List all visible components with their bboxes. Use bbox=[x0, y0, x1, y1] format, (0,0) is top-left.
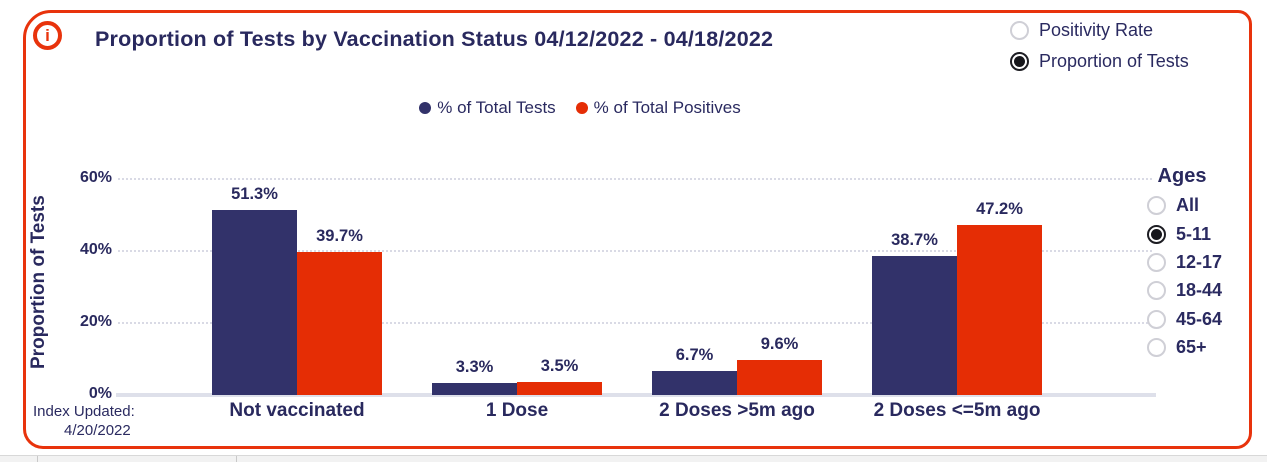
category-label-1-dose: 1 Dose bbox=[485, 400, 549, 421]
radio-icon-65[interactable] bbox=[1147, 338, 1166, 357]
radio-icon-5-11[interactable] bbox=[1147, 225, 1166, 244]
radio-icon-proportion-of-tests[interactable] bbox=[1010, 52, 1029, 71]
y-tick-0: 0% bbox=[88, 385, 112, 402]
ages-title: Ages bbox=[1157, 165, 1207, 187]
gridline-60 bbox=[118, 178, 1152, 180]
age-option-5-11[interactable]: 5-11 bbox=[1147, 224, 1211, 245]
age-option-18-44[interactable]: 18-44 bbox=[1147, 280, 1222, 301]
gridline-20 bbox=[118, 322, 1152, 324]
bar-value-label: 6.7% bbox=[675, 345, 714, 364]
bar-value-label: 38.7% bbox=[891, 230, 938, 249]
y-tick-20: 20% bbox=[79, 313, 112, 330]
bar-value-label: 3.5% bbox=[540, 357, 579, 376]
radio-icon-45-64[interactable] bbox=[1147, 310, 1166, 329]
bottom-strip bbox=[0, 455, 1267, 462]
view-option-positivity-rate[interactable]: Positivity Rate bbox=[1010, 20, 1153, 41]
bar-of-total-tests-2-doses-5m-ago[interactable] bbox=[652, 370, 737, 395]
chart-legend: % of Total Tests % of Total Positives bbox=[0, 98, 1160, 118]
bar-of-total-positives-2-doses-5m-ago[interactable] bbox=[737, 360, 822, 395]
bar-value-label: 47.2% bbox=[976, 200, 1023, 219]
category-label-2-doses-5m-ago: 2 Doses >5m ago bbox=[659, 400, 815, 421]
age-option-label[interactable]: 45-64 bbox=[1176, 309, 1223, 329]
age-option-45-64[interactable]: 45-64 bbox=[1147, 309, 1222, 330]
age-option-label[interactable]: 18-44 bbox=[1176, 280, 1223, 300]
chart-card bbox=[23, 10, 1252, 449]
radio-icon-all[interactable] bbox=[1147, 196, 1166, 215]
age-option-65[interactable]: 65+ bbox=[1147, 337, 1207, 358]
bar-of-total-positives-2-doses-5m-ago[interactable] bbox=[957, 225, 1042, 395]
bar-of-total-positives-1-dose[interactable] bbox=[517, 382, 602, 395]
bar-of-total-tests-1-dose[interactable] bbox=[432, 383, 517, 395]
view-option-proportion-of-tests[interactable]: Proportion of Tests bbox=[1010, 51, 1189, 72]
legend-item-label: % of Total Positives bbox=[593, 98, 741, 117]
gridline-40 bbox=[118, 250, 1152, 252]
category-label-2-doses-5m-ago: 2 Doses <=5m ago bbox=[873, 400, 1041, 421]
bar-value-label: 3.3% bbox=[455, 358, 494, 377]
bar-of-total-tests-2-doses-5m-ago[interactable] bbox=[872, 255, 957, 395]
strip-divider bbox=[236, 456, 237, 462]
bar-value-label: 39.7% bbox=[316, 227, 363, 246]
age-option-label[interactable]: 5-11 bbox=[1176, 224, 1212, 244]
index-updated-label: Index Updated: bbox=[33, 403, 135, 420]
legend-item-of-total-tests: % of Total Tests bbox=[419, 98, 556, 118]
view-option-label[interactable]: Proportion of Tests bbox=[1039, 51, 1189, 71]
y-axis-title: Proportion of Tests bbox=[28, 195, 49, 369]
y-tick-60: 60% bbox=[79, 169, 112, 186]
index-updated-date: 4/20/2022 bbox=[64, 422, 131, 439]
age-option-12-17[interactable]: 12-17 bbox=[1147, 252, 1222, 273]
chart-title: Proportion of Tests by Vaccination Statu… bbox=[95, 27, 774, 51]
legend-item-label: % of Total Tests bbox=[437, 98, 556, 117]
view-option-label[interactable]: Positivity Rate bbox=[1039, 20, 1154, 40]
x-axis-line bbox=[116, 393, 1156, 397]
legend-dot-icon bbox=[419, 102, 432, 114]
category-label-not-vaccinated: Not vaccinated bbox=[229, 400, 365, 421]
age-option-label[interactable]: 65+ bbox=[1176, 337, 1207, 357]
info-icon[interactable]: i bbox=[33, 21, 62, 50]
radio-icon-12-17[interactable] bbox=[1147, 253, 1166, 272]
bar-of-total-positives-not-vaccinated[interactable] bbox=[297, 252, 382, 395]
radio-icon-positivity-rate[interactable] bbox=[1010, 21, 1029, 40]
bar-of-total-tests-not-vaccinated[interactable] bbox=[212, 210, 297, 395]
legend-item-of-total-positives: % of Total Positives bbox=[575, 98, 741, 118]
radio-icon-18-44[interactable] bbox=[1147, 281, 1166, 300]
age-option-all[interactable]: All bbox=[1147, 195, 1199, 216]
age-option-label[interactable]: 12-17 bbox=[1176, 252, 1223, 272]
bar-value-label: 9.6% bbox=[760, 335, 799, 354]
info-icon-glyph: i bbox=[45, 25, 50, 45]
y-tick-40: 40% bbox=[79, 241, 112, 258]
strip-divider bbox=[37, 456, 38, 462]
age-option-label[interactable]: All bbox=[1176, 195, 1200, 215]
bar-value-label: 51.3% bbox=[231, 185, 278, 204]
legend-dot-icon bbox=[575, 102, 588, 114]
